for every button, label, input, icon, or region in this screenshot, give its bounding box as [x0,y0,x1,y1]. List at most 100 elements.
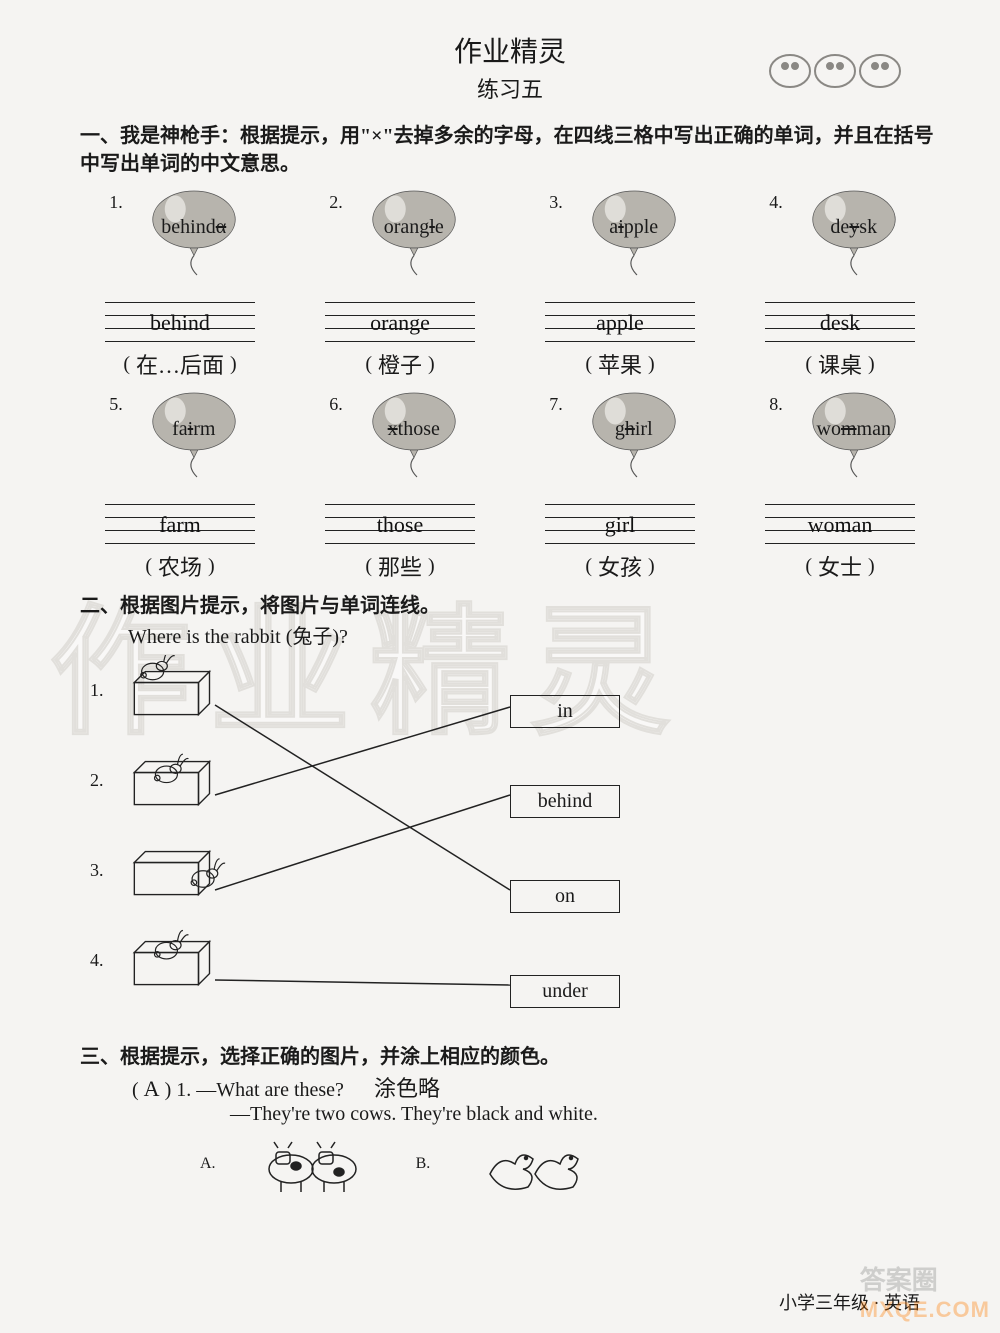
balloon-item: 7. ghirl girl ( 女孩 ) [520,394,720,582]
meaning-text: 农场 [158,550,202,582]
balloon-word: aipple [569,216,699,239]
item-number: 5. [109,394,123,415]
meaning-text: 那些 [378,550,422,582]
balloon-icon: xthose [349,390,479,480]
written-word: orange [325,310,475,336]
matching-area: 1. 2. 3. 4. in behind on under [80,655,940,1035]
balloon-item: 4. deysk desk ( 课桌 ) [740,192,940,380]
written-word: woman [765,512,915,538]
section3-title: 三、根据提示，选择正确的图片，并涂上相应的颜色。 [80,1043,940,1071]
balloon-word: orangle [349,216,479,239]
written-word: apple [545,310,695,336]
meaning-row: ( 在…后面 ) [123,348,236,380]
item-number: 3. [549,192,563,213]
meaning-text: 橙子 [378,348,422,380]
cows-icon [256,1134,376,1194]
rabbit-box-icon [116,655,226,725]
balloon-item: 2. orangle orange ( 橙子 ) [300,192,500,380]
balloon-icon: aipple [569,188,699,278]
meaning-text: 课桌 [818,348,862,380]
balloon-item: 3. aipple apple ( 苹果 ) [520,192,720,380]
balloon-word: womman [789,418,919,441]
meaning-row: ( 苹果 ) [585,348,654,380]
written-word: those [325,512,475,538]
match-number: 4. [90,950,104,971]
decorative-animal-icons [760,36,910,96]
match-number: 3. [90,860,104,881]
meaning-row: ( 橙子 ) [365,348,434,380]
written-word: behind [105,310,255,336]
meaning-text: 女孩 [598,550,642,582]
meaning-text: 在…后面 [136,348,224,380]
match-word-box: in [510,695,620,728]
option-b-label: B. [416,1155,431,1173]
written-word: farm [105,512,255,538]
match-word: on [510,880,620,913]
rabbit-box-icon [116,745,226,815]
q-number: 1. [176,1079,191,1101]
four-line-grid: apple [545,302,695,342]
corner-watermark: 答案圈 MXQE.COM [860,1260,990,1323]
q-line1: —What are these? [196,1079,344,1101]
four-line-grid: farm [105,504,255,544]
side-note: 涂色略 [374,1076,440,1101]
match-word: behind [510,785,620,818]
meaning-row: ( 女士 ) [805,550,874,582]
balloon-word: deysk [789,216,919,239]
balloon-icon: behindα [129,188,259,278]
item-number: 6. [329,394,343,415]
item-number: 8. [769,394,783,415]
meaning-row: ( 农场 ) [145,550,214,582]
meaning-text: 女士 [818,550,862,582]
item-number: 4. [769,192,783,213]
match-left-item: 1. [90,655,226,725]
balloon-word: fairm [129,418,259,441]
item-number: 7. [549,394,563,415]
meaning-text: 苹果 [598,348,642,380]
meaning-row: ( 那些 ) [365,550,434,582]
match-left-item: 4. [90,925,226,995]
written-word: desk [765,310,915,336]
match-left-item: 2. [90,745,226,815]
ducks-icon [470,1134,590,1194]
balloon-icon: ghirl [569,390,699,480]
written-word: girl [545,512,695,538]
balloon-word: ghirl [569,418,699,441]
four-line-grid: desk [765,302,915,342]
match-number: 2. [90,770,104,791]
rabbit-box-icon [116,925,226,995]
balloon-icon: deysk [789,188,919,278]
match-word: in [510,695,620,728]
balloon-icon: fairm [129,390,259,480]
q-line2: —They're two cows. They're black and whi… [230,1103,940,1126]
item-number: 1. [109,192,123,213]
four-line-grid: those [325,504,475,544]
meaning-row: ( 课桌 ) [805,348,874,380]
section2-prompt: Where is the rabbit (兔子)? [128,620,940,649]
item-number: 2. [329,192,343,213]
match-word: under [510,975,620,1008]
section2-title: 二、根据图片提示，将图片与单词连线。 [80,592,940,620]
option-a-label: A. [200,1155,216,1173]
four-line-grid: orange [325,302,475,342]
corner-wm-line1: 答案圈 [860,1260,990,1297]
balloon-item: 8. womman woman ( 女士 ) [740,394,940,582]
balloon-item: 1. behindα behind ( 在…后面 ) [80,192,280,380]
rabbit-box-icon [116,835,226,905]
match-number: 1. [90,680,104,701]
four-line-grid: behind [105,302,255,342]
corner-wm-line2: MXQE.COM [860,1297,990,1323]
match-word-box: under [510,975,620,1008]
section1-title: 一、我是神枪手：根据提示，用"×"去掉多余的字母，在四线三格中写出正确的单词，并… [80,122,940,178]
four-line-grid: woman [765,504,915,544]
match-left-item: 3. [90,835,226,905]
balloon-item: 6. xthose those ( 那些 ) [300,394,500,582]
four-line-grid: girl [545,504,695,544]
balloon-item: 5. fairm farm ( 农场 ) [80,394,280,582]
meaning-row: ( 女孩 ) [585,550,654,582]
match-word-box: on [510,880,620,913]
balloon-icon: womman [789,390,919,480]
match-word-box: behind [510,785,620,818]
answer-blank: A [144,1076,160,1101]
balloon-word: behindα [129,216,259,239]
